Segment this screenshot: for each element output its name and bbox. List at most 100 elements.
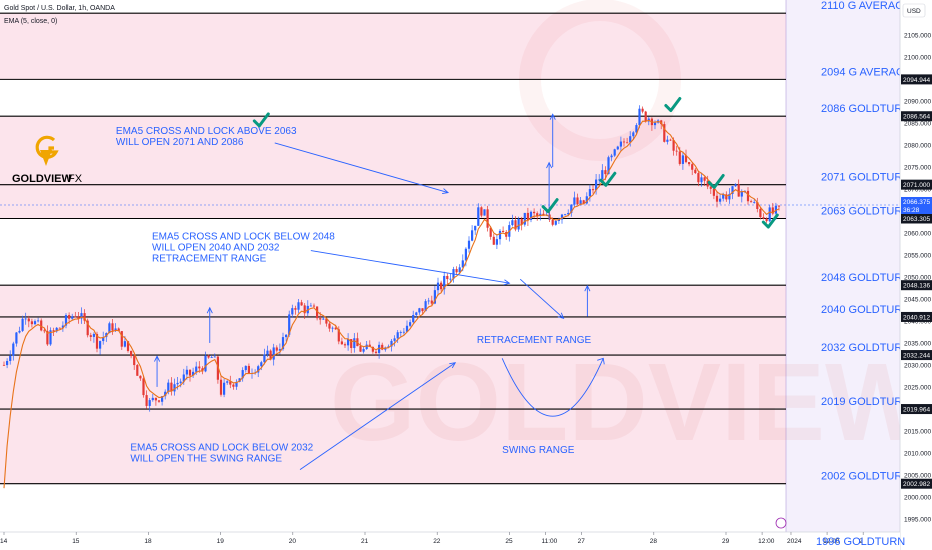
candle[interactable] (33, 319, 37, 326)
candle[interactable] (396, 330, 399, 343)
candle[interactable] (756, 197, 759, 213)
candle[interactable] (517, 216, 520, 232)
candle[interactable] (725, 191, 728, 202)
candle[interactable] (449, 273, 452, 283)
candle[interactable] (347, 333, 350, 351)
candle[interactable] (564, 213, 567, 216)
candle[interactable] (247, 363, 250, 374)
candle[interactable] (430, 295, 433, 307)
candle[interactable] (235, 379, 238, 390)
candle[interactable] (622, 138, 626, 147)
candle[interactable] (709, 185, 712, 194)
indicator-legend[interactable]: EMA (5, close, 0) (4, 18, 57, 25)
candle[interactable] (105, 332, 108, 342)
candle[interactable] (436, 277, 440, 296)
candle[interactable] (598, 174, 601, 185)
candle[interactable] (666, 135, 669, 145)
candle[interactable] (61, 321, 64, 332)
candle[interactable] (616, 145, 619, 151)
candle[interactable] (130, 350, 133, 359)
candle[interactable] (9, 350, 12, 365)
candle[interactable] (480, 206, 483, 218)
candle[interactable] (263, 348, 266, 365)
candle[interactable] (15, 332, 18, 347)
candle[interactable] (374, 350, 378, 357)
candle[interactable] (210, 355, 213, 358)
candle[interactable] (409, 319, 412, 328)
candle[interactable] (570, 204, 573, 217)
candle[interactable] (142, 375, 145, 398)
candle[interactable] (148, 398, 151, 412)
candle[interactable] (573, 191, 576, 208)
event-marker-icon[interactable] (775, 517, 787, 529)
candle[interactable] (405, 320, 409, 333)
candle[interactable] (542, 210, 545, 216)
candle[interactable] (241, 367, 244, 382)
candle[interactable] (216, 355, 219, 384)
candle[interactable] (226, 380, 229, 385)
candle[interactable] (644, 110, 647, 123)
candle[interactable] (157, 399, 161, 403)
candle[interactable] (362, 346, 365, 354)
candle[interactable] (223, 379, 226, 398)
candle[interactable] (626, 137, 629, 144)
candle[interactable] (43, 328, 46, 334)
candle[interactable] (266, 345, 269, 358)
candle[interactable] (89, 332, 92, 342)
candle[interactable] (669, 138, 672, 142)
candle[interactable] (691, 162, 694, 176)
candle[interactable] (359, 342, 362, 353)
candle[interactable] (393, 335, 396, 347)
candle[interactable] (55, 326, 58, 333)
candle[interactable] (489, 226, 492, 240)
candle[interactable] (340, 337, 343, 345)
candle[interactable] (638, 105, 641, 129)
candle[interactable] (303, 303, 306, 319)
candle[interactable] (309, 302, 312, 307)
candle[interactable] (601, 164, 604, 180)
candle[interactable] (576, 193, 579, 206)
candle[interactable] (700, 172, 703, 187)
candle[interactable] (458, 264, 461, 274)
candle[interactable] (703, 176, 706, 187)
candle[interactable] (560, 213, 564, 224)
candle[interactable] (244, 365, 247, 373)
candle[interactable] (337, 326, 340, 345)
candle[interactable] (21, 315, 24, 332)
candle[interactable] (492, 233, 495, 245)
candle[interactable] (285, 333, 288, 342)
candle[interactable] (399, 330, 402, 338)
candle[interactable] (192, 367, 195, 379)
candle[interactable] (219, 375, 223, 397)
candle[interactable] (440, 280, 443, 292)
candle[interactable] (353, 333, 356, 353)
candle[interactable] (697, 171, 700, 187)
candle[interactable] (412, 310, 415, 324)
candle[interactable] (765, 217, 768, 223)
candle[interactable] (229, 375, 232, 389)
candle[interactable] (750, 199, 753, 203)
candle[interactable] (343, 342, 347, 349)
candle[interactable] (613, 148, 616, 157)
candle[interactable] (418, 307, 421, 315)
candle[interactable] (102, 331, 105, 345)
candle[interactable] (154, 397, 157, 406)
candle[interactable] (64, 313, 68, 329)
candle[interactable] (486, 205, 489, 232)
candle[interactable] (511, 214, 514, 227)
candle[interactable] (483, 209, 486, 216)
candle[interactable] (688, 161, 691, 167)
candle[interactable] (49, 327, 52, 346)
candle[interactable] (768, 204, 771, 223)
candle[interactable] (529, 210, 533, 223)
candle[interactable] (610, 153, 613, 162)
candle[interactable] (378, 341, 381, 359)
candle[interactable] (588, 184, 591, 202)
candle[interactable] (213, 353, 216, 358)
candle[interactable] (684, 149, 688, 164)
candle[interactable] (120, 330, 123, 350)
candle[interactable] (663, 121, 666, 143)
candle[interactable] (415, 311, 418, 318)
candle[interactable] (99, 340, 102, 355)
candle[interactable] (46, 325, 49, 346)
